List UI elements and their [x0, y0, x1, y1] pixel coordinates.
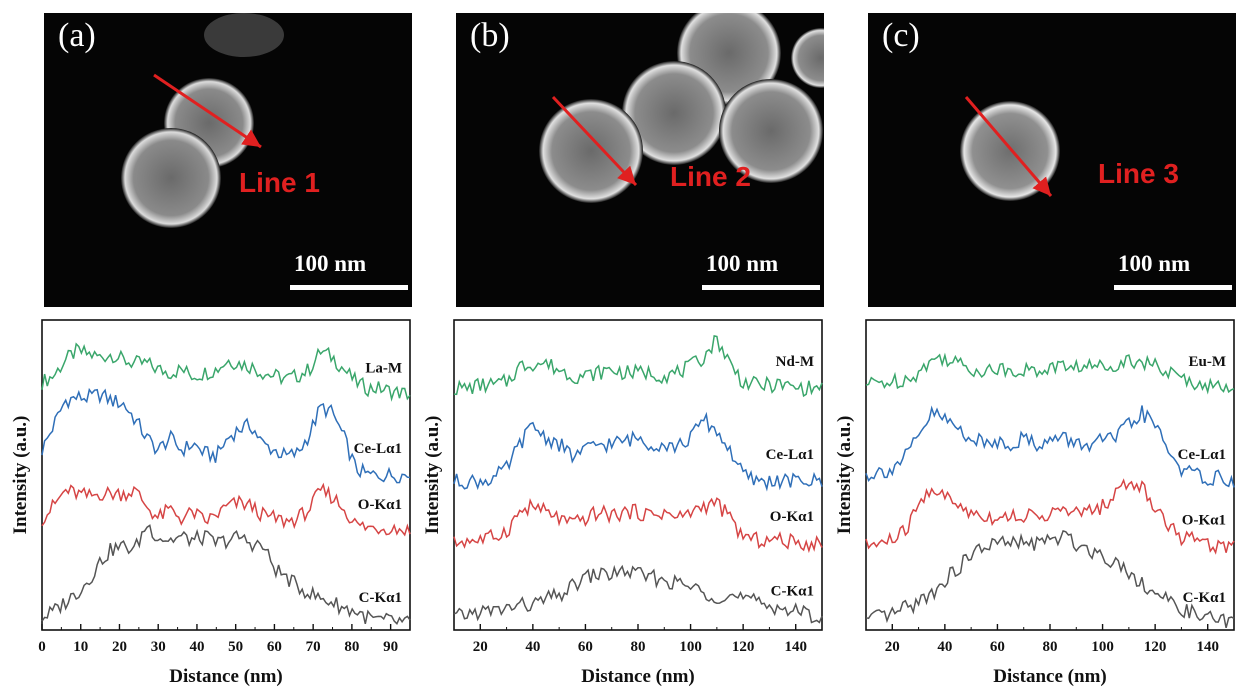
tem-particles-b	[539, 13, 824, 203]
series-label: C-Kα1	[1183, 590, 1226, 606]
series-label: Ce-Lα1	[766, 447, 814, 463]
profile-chart-a: 0 10 20 30 40 50 60 70 80 90 Distance (nm) Intensit…	[10, 319, 411, 687]
scale-bar	[1114, 285, 1232, 290]
series-line	[453, 497, 823, 554]
x-tick-label: 120	[1144, 639, 1167, 655]
x-axis-label: Distance (nm)	[169, 666, 282, 687]
x-tick-label: 60	[578, 639, 593, 655]
x-axis-label: Distance (nm)	[993, 666, 1106, 687]
series-label: O-Kα1	[358, 497, 402, 513]
x-tick-label: 30	[151, 639, 166, 655]
series-line	[41, 482, 411, 537]
x-tick-label: 70	[306, 639, 321, 655]
series-label: O-Kα1	[770, 509, 814, 525]
line-arrow	[551, 95, 638, 187]
x-tick-label: 80	[631, 639, 646, 655]
series-line	[41, 342, 411, 402]
series-line	[865, 352, 1235, 395]
line-label: Line 2	[670, 161, 751, 192]
series-line	[453, 411, 823, 492]
x-tick-label: 0	[38, 639, 46, 655]
plot-frame	[41, 319, 411, 631]
panel-label: (a)	[58, 17, 96, 54]
scale-bar	[702, 285, 820, 290]
x-tick-label: 40	[189, 639, 204, 655]
series-label: Eu-M	[1189, 354, 1227, 370]
tem-image-a: (a) Line 1 100 nm	[44, 13, 412, 307]
line-label: Line 3	[1098, 158, 1179, 189]
x-tick-label: 140	[784, 639, 807, 655]
tem-image-b: (b) Line 2 100 nm	[456, 13, 824, 307]
particle	[791, 28, 824, 88]
x-tick-label: 90	[383, 639, 398, 655]
panel-label: (b)	[470, 17, 510, 54]
x-tick-label: 40	[937, 639, 952, 655]
y-axis-label: Intensity (a.u.)	[834, 416, 855, 535]
y-axis-label: Intensity (a.u.)	[10, 416, 31, 535]
x-tick-label: 100	[679, 639, 702, 655]
x-tick-label: 20	[112, 639, 127, 655]
profile-chart-c: 20 40 60 80 100 120 140 Distance (nm) Intensity …	[834, 319, 1235, 687]
plot-a: 0 10 20 30 40 50 60 70 80 90 Distance (nm) Intensit…	[0, 312, 420, 696]
particle	[121, 128, 221, 228]
series-line	[865, 478, 1235, 555]
x-tick-label: 60	[267, 639, 282, 655]
tem-particles-a	[121, 13, 284, 228]
series-line	[453, 564, 823, 624]
scale-bar-label: 100 nm	[706, 251, 779, 276]
series-line	[865, 405, 1235, 488]
scale-bar-label: 100 nm	[294, 251, 367, 276]
series-line	[41, 524, 411, 625]
x-axis-label: Distance (nm)	[581, 666, 694, 687]
line-label: Line 1	[239, 167, 320, 198]
x-tick-label: 80	[344, 639, 359, 655]
x-tick-label: 140	[1196, 639, 1219, 655]
series-line	[865, 529, 1235, 628]
tem-particles-c	[960, 96, 1060, 201]
line-arrow	[964, 96, 1053, 197]
scale-bar	[290, 285, 408, 290]
series-label: Ce-Lα1	[354, 441, 402, 457]
particle-shadow	[204, 13, 284, 57]
series-label: O-Kα1	[1182, 512, 1226, 528]
series-label: C-Kα1	[359, 590, 402, 606]
particle	[719, 79, 823, 183]
x-tick-label: 120	[732, 639, 755, 655]
x-tick-label: 20	[473, 639, 488, 655]
particle	[539, 99, 643, 203]
profile-chart-b: 20 40 60 80 100 120 140 Distance (nm) Intensity …	[422, 319, 823, 687]
x-tick-label: 100	[1091, 639, 1114, 655]
y-axis-label: Intensity (a.u.)	[422, 416, 443, 535]
series-label: Nd-M	[776, 354, 814, 370]
x-tick-label: 60	[990, 639, 1005, 655]
panel-label: (c)	[882, 17, 920, 54]
series-line	[453, 334, 823, 398]
series-label: Ce-Lα1	[1178, 447, 1226, 463]
plot-c: 20 40 60 80 100 120 140 Distance (nm) Intensity …	[824, 312, 1244, 696]
plot-b: 20 40 60 80 100 120 140 Distance (nm) Intensity …	[412, 312, 832, 696]
tem-image-c: (c) Line 3 100 nm	[868, 13, 1236, 307]
x-tick-label: 50	[228, 639, 243, 655]
series-label: La-M	[365, 360, 402, 376]
particle	[960, 101, 1060, 201]
x-tick-label: 20	[885, 639, 900, 655]
plot-frame	[453, 319, 823, 631]
x-tick-label: 40	[525, 639, 540, 655]
x-tick-label: 80	[1043, 639, 1058, 655]
series-line	[41, 387, 411, 484]
scale-bar-label: 100 nm	[1118, 251, 1191, 276]
particle	[622, 61, 726, 165]
series-label: C-Kα1	[771, 584, 814, 600]
x-tick-label: 10	[73, 639, 88, 655]
line-arrow	[153, 73, 262, 149]
